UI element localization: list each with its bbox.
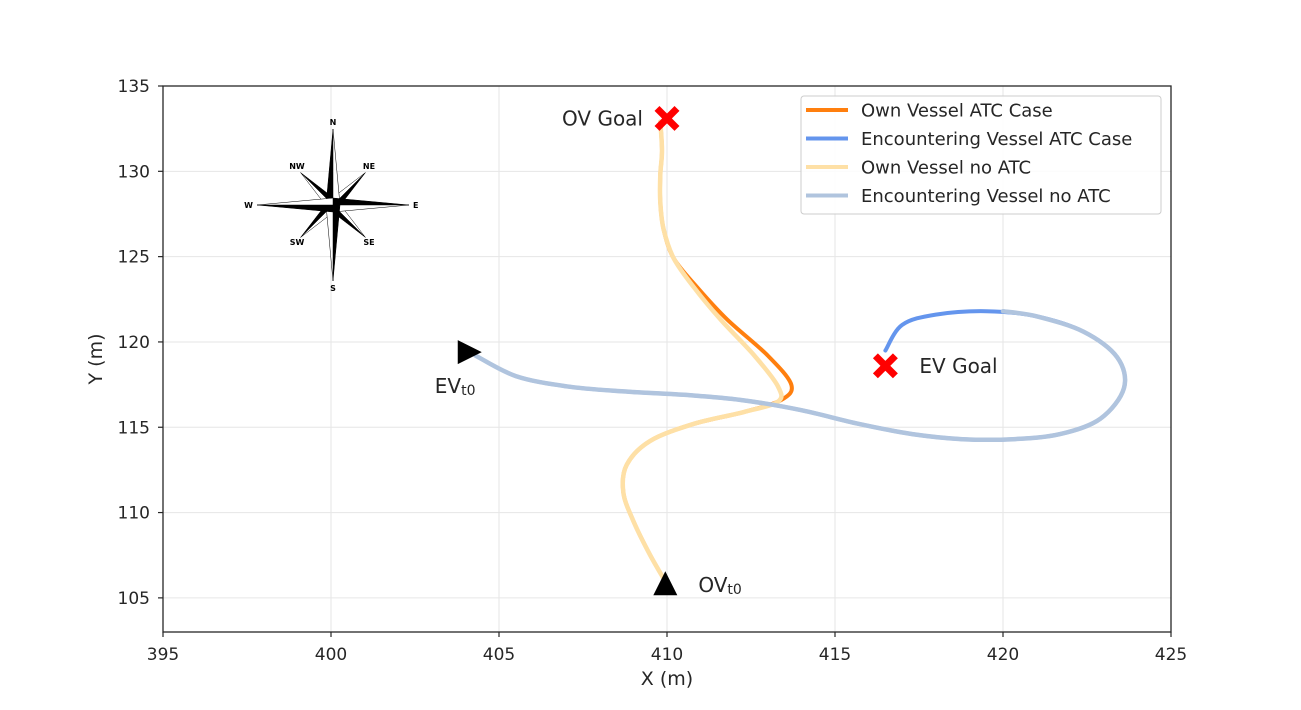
- annotation-ev_start_label: EVt0: [435, 374, 476, 399]
- series-line-ev_noatc: [473, 308, 1128, 443]
- legend-label-ev_atc: Encountering Vessel ATC Case: [861, 129, 1132, 150]
- y-tick-label: 135: [118, 77, 150, 97]
- annotation-ev_goal_label: EV Goal: [919, 354, 997, 378]
- y-axis-label: Y (m): [85, 334, 107, 386]
- annotations: OV Goal EV Goal OVt0 EVt0: [435, 106, 998, 598]
- compass-label: SE: [363, 238, 374, 247]
- axis-ticks: 395 400 405 410 415 420 425 105 110 115 120 125 130 1…: [118, 77, 1188, 665]
- y-tick-label: 120: [118, 333, 150, 353]
- x-axis-label: X (m): [641, 668, 693, 690]
- legend-label-ov_noatc: Own Vessel no ATC: [861, 158, 1031, 179]
- legend-box: [800, 95, 1162, 215]
- point-markers: [457, 105, 898, 596]
- series-line-ov_noatc: [620, 119, 784, 587]
- goal-marker-ov_goal: [654, 105, 680, 131]
- compass-label: SW: [290, 238, 305, 247]
- goal-marker-ev_goal: [872, 353, 898, 379]
- legend-label-ov_atc: Own Vessel ATC Case: [861, 101, 1053, 122]
- start-marker-ov_start: [653, 571, 678, 596]
- x-tick-label: 410: [651, 645, 683, 665]
- x-tick-label: 425: [1155, 645, 1187, 665]
- compass-label: E: [413, 201, 418, 210]
- legend-label-ev_noatc: Encountering Vessel no ATC: [861, 186, 1111, 207]
- y-tick-label: 115: [118, 418, 150, 438]
- compass-label: NE: [363, 162, 375, 171]
- x-tick-label: 395: [147, 645, 179, 665]
- y-tick-label: 130: [118, 162, 150, 182]
- y-tick-label: 125: [118, 248, 150, 268]
- series-lines: [473, 119, 1128, 587]
- start-marker-ev_start: [457, 340, 482, 365]
- legend: Own Vessel ATC Case Encountering Vessel A…: [800, 95, 1162, 215]
- x-tick-label: 420: [987, 645, 1019, 665]
- annotation-ov_goal_label: OV Goal: [562, 106, 643, 130]
- compass-label: S: [330, 284, 336, 293]
- y-tick-label: 105: [118, 589, 150, 609]
- compass-label: NW: [289, 162, 305, 171]
- y-tick-label: 110: [118, 504, 150, 524]
- compass-label: N: [330, 118, 337, 127]
- x-tick-label: 415: [819, 645, 851, 665]
- x-tick-label: 405: [483, 645, 515, 665]
- compass-label: W: [244, 201, 253, 210]
- annotation-ov_start_label: OVt0: [698, 573, 741, 598]
- x-tick-label: 400: [315, 645, 347, 665]
